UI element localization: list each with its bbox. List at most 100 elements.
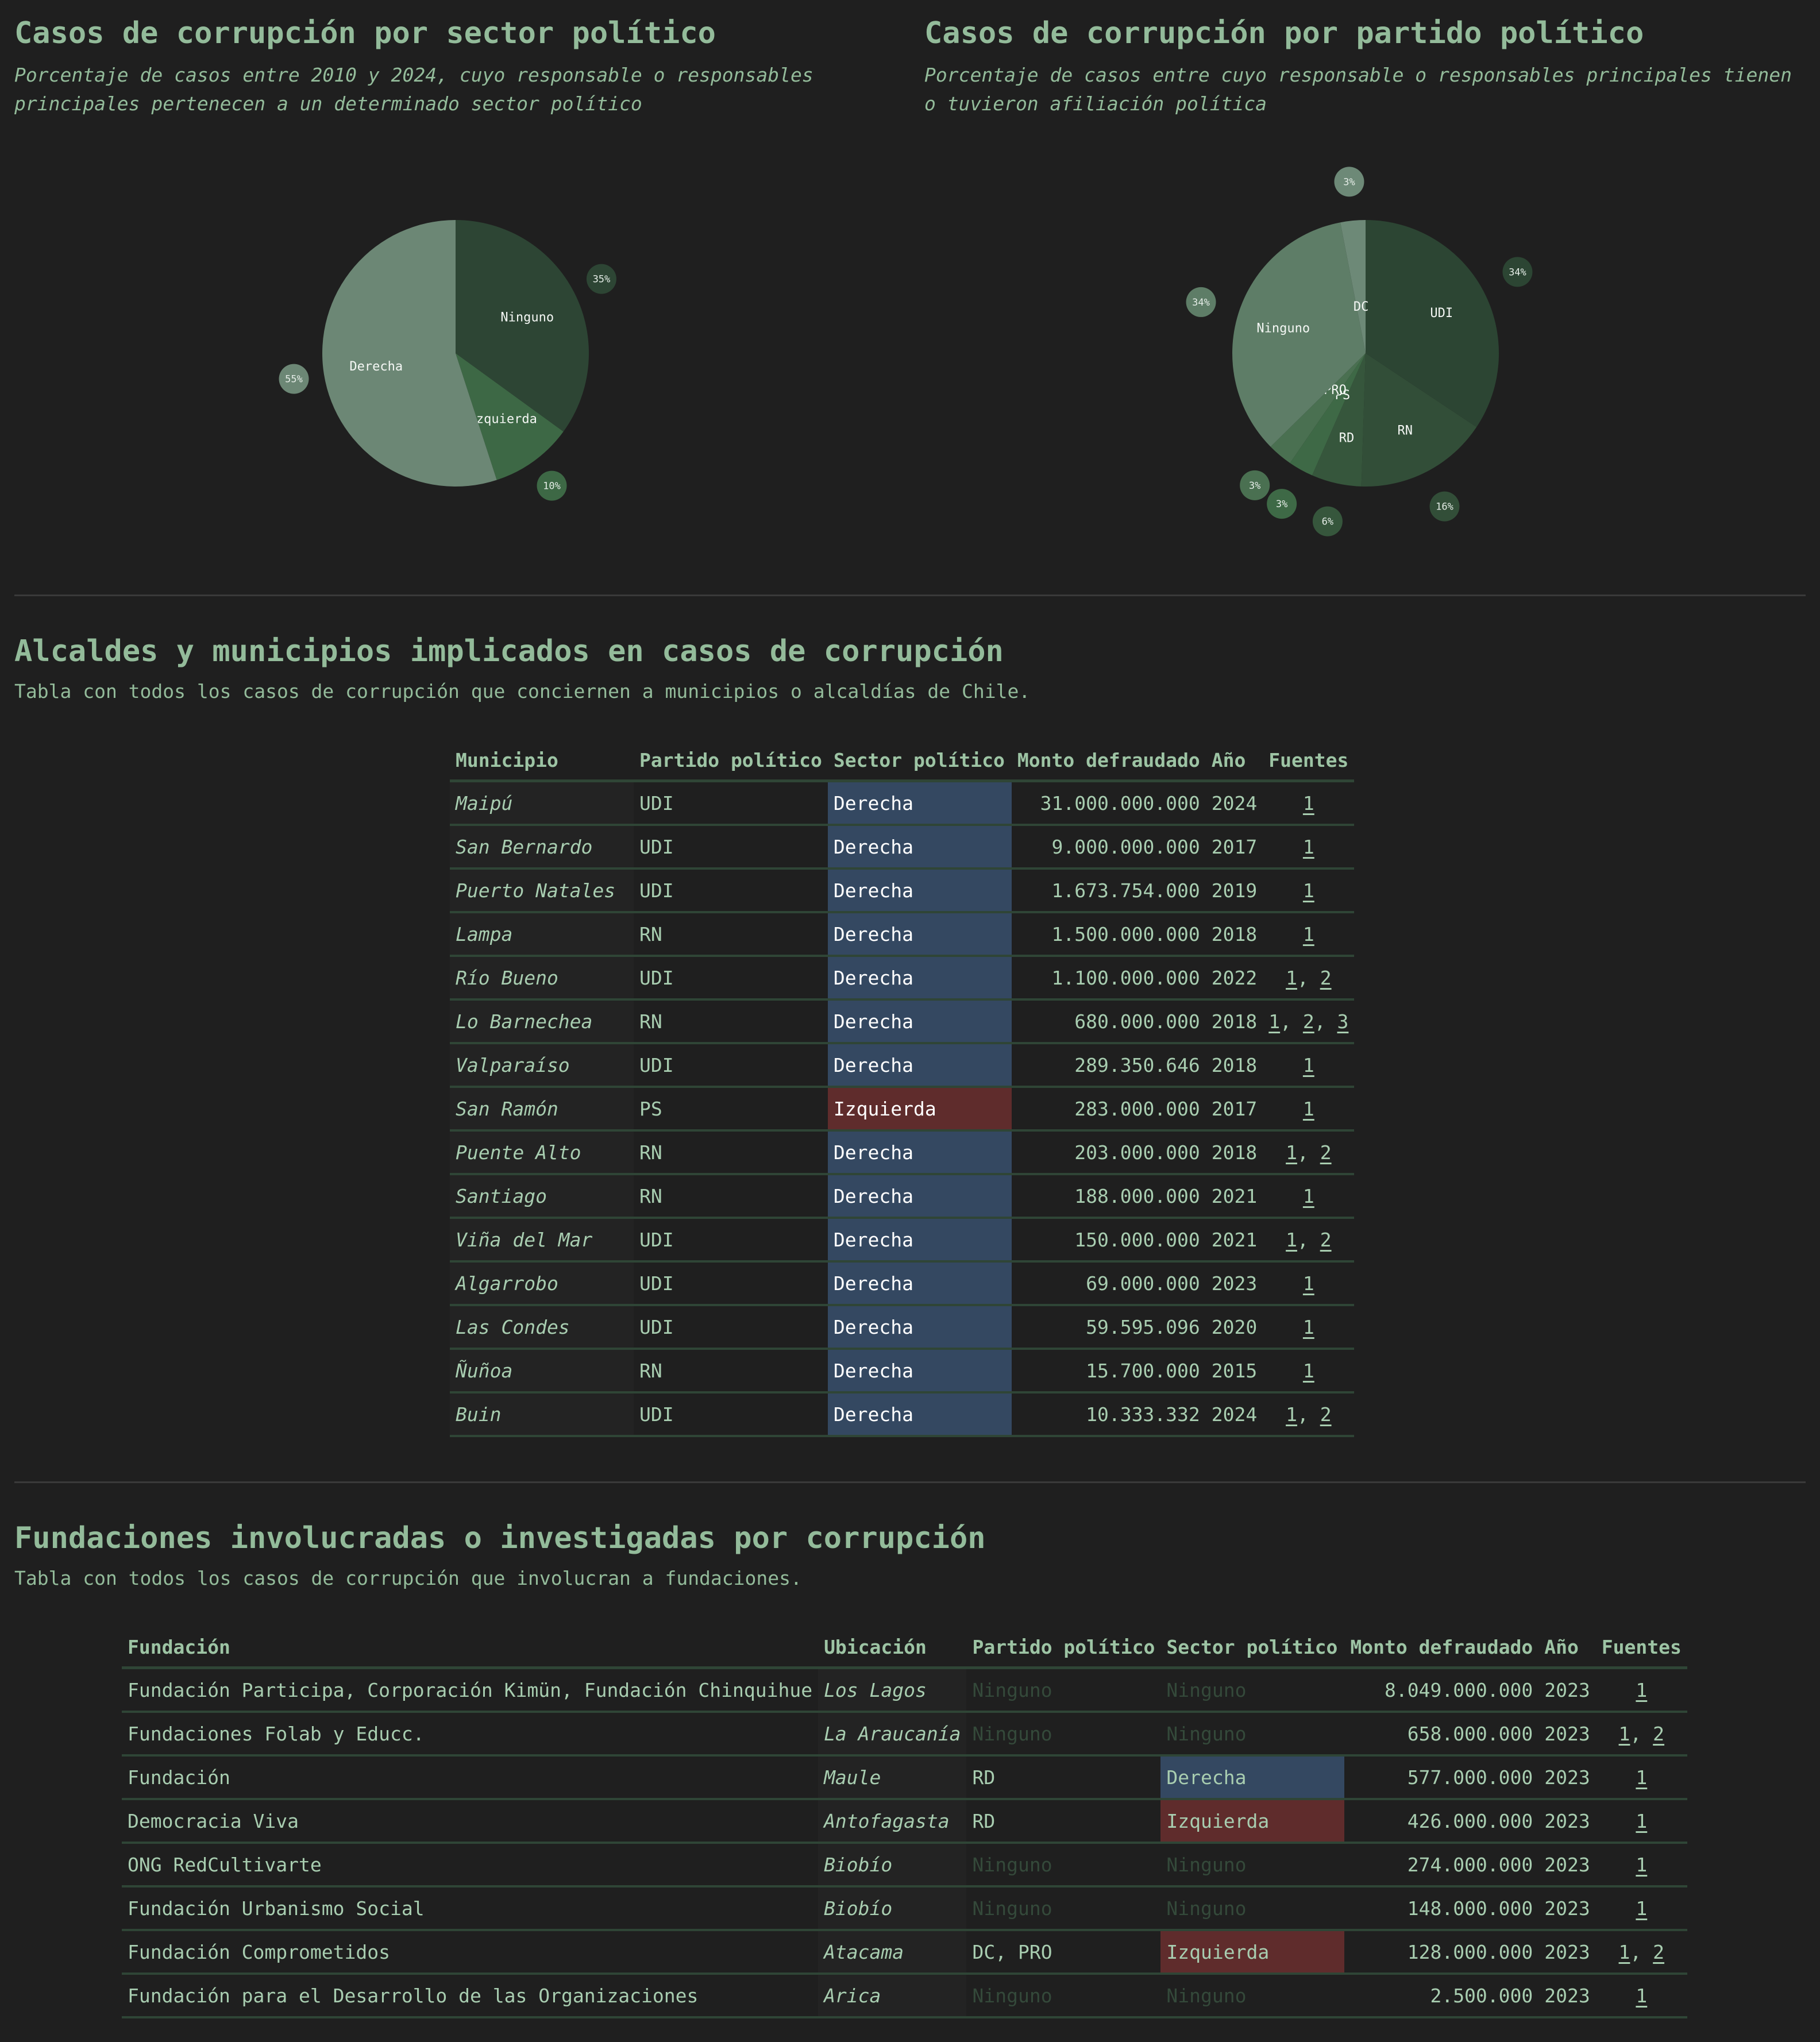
source-link[interactable]: 1 [1302,1053,1314,1076]
location-cell: Biobío [818,1843,967,1887]
source-link[interactable]: 2 [1320,1403,1332,1426]
sector-cell: Izquierda [1160,1930,1345,1975]
column-header[interactable]: Municipio [450,741,634,782]
source-link[interactable]: 3 [1337,1010,1349,1033]
column-header[interactable]: Monto defraudado [1011,741,1206,782]
source-link[interactable]: 1 [1636,1809,1648,1832]
party-cell: Ninguno [966,1843,1161,1887]
sector-chart-panel: Casos de corrupción por sector político … [0,0,910,574]
source-link[interactable]: 2 [1320,966,1332,989]
amount-cell: 31.000.000.000 [1011,781,1206,826]
source-link[interactable]: 1 [1618,1722,1630,1745]
source-link[interactable]: 2 [1320,1228,1332,1251]
party-cell: UDI [634,1392,828,1437]
source-link[interactable]: 1 [1286,1228,1297,1251]
column-header[interactable]: Fuentes [1595,1628,1687,1669]
source-link[interactable]: 1 [1302,922,1314,945]
source-link[interactable]: 1 [1302,1272,1314,1295]
amount-cell: 10.333.332 [1011,1392,1206,1437]
location-cell: Biobío [818,1886,967,1931]
source-link[interactable]: 2 [1653,1722,1665,1745]
source-link[interactable]: 2 [1302,1010,1314,1033]
source-link[interactable]: 1 [1286,966,1297,989]
source-link[interactable]: 1 [1636,1678,1648,1701]
source-link[interactable]: 1 [1302,1315,1314,1338]
pie-slice-ninguno[interactable] [456,220,589,432]
table-header-row: Fundación Ubicación Partido político Sector… [122,1628,1687,1669]
pie-slice-rd[interactable] [1312,353,1366,487]
municipio-cell: Maipú [450,781,634,826]
party-cell: UDI [634,868,828,913]
column-header[interactable]: Sector político [1160,1628,1345,1669]
year-cell: 2023 [1538,1755,1596,1800]
municipio-cell: Lampa [450,912,634,957]
pie-slice-pro[interactable] [1270,353,1366,464]
pie-slice-udi[interactable] [1366,220,1499,427]
column-header[interactable]: Monto defraudado [1344,1628,1539,1669]
source-link[interactable]: 1 [1618,1940,1630,1963]
source-link[interactable]: 1 [1636,1897,1648,1920]
source-link[interactable]: 1 [1636,1766,1648,1789]
foundation-cell: Fundación Urbanismo Social [122,1886,819,1931]
fundaciones-description: Tabla con todos los casos de corrupción … [14,1567,802,1589]
column-header[interactable]: Fundación [122,1628,819,1669]
amount-cell: 274.000.000 [1344,1843,1539,1887]
table-row: Río Bueno UDI Derecha 1.100.000.000 2022 1, 2 [450,956,1355,1001]
column-header[interactable]: Partido político [966,1628,1161,1669]
foundation-cell: Fundaciones Folab y Educc. [122,1712,819,1757]
table-row: Fundación Maule RD Derecha 577.000.000 2023 1 [122,1755,1687,1800]
source-link[interactable]: 1 [1302,1097,1314,1120]
source-link[interactable]: 1 [1636,1853,1648,1876]
source-link[interactable]: 1 [1636,1984,1648,2007]
table-row: San Ramón PS Izquierda 283.000.000 2017 1 [450,1087,1355,1132]
source-link[interactable]: 1 [1286,1403,1297,1426]
municipio-cell: Viña del Mar [450,1218,634,1263]
table-row: Santiago RN Derecha 188.000.000 2021 1 [450,1174,1355,1219]
sector-cell: Derecha [827,1218,1012,1263]
year-cell: 2023 [1538,1886,1596,1931]
column-header[interactable]: Año [1205,741,1263,782]
pie-slice-label: Ninguno [1256,321,1310,335]
section-divider [14,595,1806,596]
source-link[interactable]: 1 [1302,835,1314,858]
percent-badge [1334,167,1364,197]
sources-cell: 1, 2 [1595,1930,1687,1975]
table-row: Fundación Comprometidos Atacama DC, PRO Izq… [122,1930,1687,1975]
sources-cell: 1 [1263,1174,1355,1219]
column-header[interactable]: Año [1538,1628,1596,1669]
column-header[interactable]: Partido político [634,741,828,782]
party-cell: PS [634,1087,828,1132]
pie-slice-derecha[interactable] [322,220,497,487]
pie-slice-ninguno[interactable] [1232,222,1366,447]
sources-cell: 1, 2 [1263,1392,1355,1437]
party-cell: RN [634,1130,828,1175]
sector-cell: Izquierda [1160,1799,1345,1844]
source-link[interactable]: 2 [1320,1141,1332,1164]
pie-slice-dc[interactable] [1340,220,1366,353]
amount-cell: 69.000.000 [1011,1261,1206,1306]
column-header[interactable]: Fuentes [1263,741,1355,782]
pie-slice-izquierda[interactable] [456,353,564,480]
table-header-row: Municipio Partido político Sector político… [450,741,1355,782]
sector-cell: Derecha [827,868,1012,913]
municipio-cell: Lo Barnechea [450,999,634,1044]
source-link[interactable]: 1 [1302,1359,1314,1382]
amount-cell: 680.000.000 [1011,999,1206,1044]
pie-slice-rn[interactable] [1361,353,1477,487]
source-link[interactable]: 1 [1286,1141,1297,1164]
source-link[interactable]: 1 [1302,879,1314,902]
source-link[interactable]: 2 [1653,1940,1665,1963]
year-cell: 2021 [1205,1174,1263,1219]
pie-slice-ps[interactable] [1290,353,1366,476]
table-row: Lampa RN Derecha 1.500.000.000 2018 1 [450,912,1355,957]
source-link[interactable]: 1 [1302,792,1314,815]
sector-cell: Derecha [827,1174,1012,1219]
column-header[interactable]: Ubicación [818,1628,967,1669]
source-link[interactable]: 1 [1268,1010,1281,1033]
column-header[interactable]: Sector político [827,741,1012,782]
year-cell: 2024 [1205,1392,1263,1437]
sector-cell: Ninguno [1160,1843,1345,1887]
sector-cell: Izquierda [827,1087,1012,1132]
location-cell: Los Lagos [818,1667,967,1713]
source-link[interactable]: 1 [1302,1184,1314,1207]
